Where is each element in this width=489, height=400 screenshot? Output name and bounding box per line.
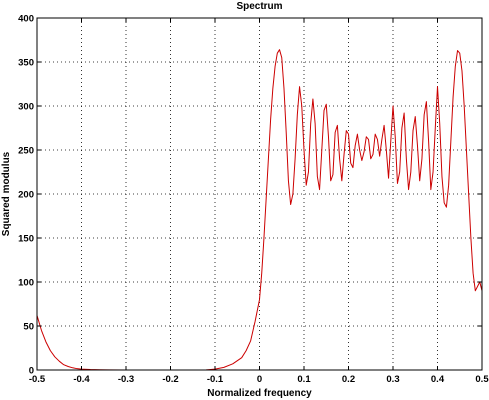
x-tick-label: -0.2 bbox=[162, 374, 178, 385]
series-layer bbox=[36, 49, 483, 371]
y-tick-label: 350 bbox=[18, 58, 34, 69]
y-tick-label: 0 bbox=[29, 366, 34, 377]
grid bbox=[37, 18, 482, 370]
x-tick-label: 0.2 bbox=[342, 374, 355, 385]
x-tick-label: -0.1 bbox=[207, 374, 224, 385]
x-axis-title: Normalized frequency bbox=[207, 388, 312, 399]
y-tick-label: 300 bbox=[18, 102, 34, 113]
x-tick-label: -0.5 bbox=[29, 374, 46, 385]
x-tick-labels: -0.5 -0.4 -0.3 -0.2 -0.1 0 0.1 0.2 0.3 0.4 0.5 bbox=[29, 374, 489, 385]
y-tick-label: 50 bbox=[23, 322, 34, 333]
y-tick-label: 250 bbox=[18, 146, 34, 157]
chart-title: Spectrum bbox=[236, 1, 282, 12]
spectrum-series-line bbox=[36, 49, 483, 371]
x-tick-label: 0.3 bbox=[386, 374, 399, 385]
tick-marks bbox=[36, 17, 483, 371]
y-tick-label: 200 bbox=[18, 190, 34, 201]
x-tick-label: 0.1 bbox=[297, 374, 311, 385]
y-tick-label: 100 bbox=[18, 278, 34, 289]
y-tick-label: 400 bbox=[18, 14, 34, 25]
x-tick-label: 0 bbox=[257, 374, 262, 385]
x-tick-label: 0.5 bbox=[475, 374, 489, 385]
y-tick-labels: 0 50 100 150 200 250 300 350 400 bbox=[18, 14, 34, 377]
y-tick-label: 150 bbox=[18, 234, 34, 245]
x-tick-label: 0.4 bbox=[431, 374, 445, 385]
y-axis-title: Squared modulus bbox=[1, 151, 12, 236]
x-tick-label: -0.4 bbox=[73, 374, 90, 385]
x-tick-label: -0.3 bbox=[118, 374, 134, 385]
